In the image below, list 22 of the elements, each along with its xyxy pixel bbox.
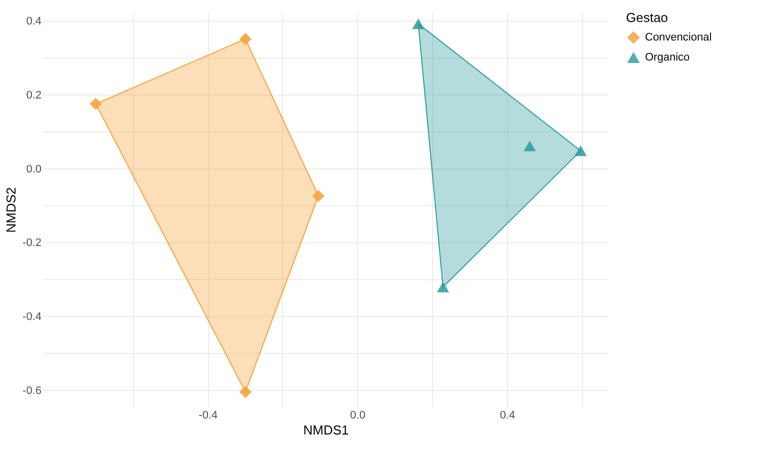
point xyxy=(436,282,450,292)
y-tick-label: 0.4 xyxy=(26,16,42,28)
legend-label: Organico xyxy=(645,52,690,64)
point xyxy=(239,386,252,398)
x-tick-label: 0.0 xyxy=(350,410,366,422)
legend-title: Gestao xyxy=(626,10,668,25)
y-tick-label: 0.0 xyxy=(26,163,42,176)
x-tick-label: 0.4 xyxy=(500,410,516,422)
x-axis-title: NMDS1 xyxy=(303,422,349,438)
y-axis-title: NMDS2 xyxy=(4,187,19,233)
point xyxy=(312,190,325,202)
x-tick-label: -0.4 xyxy=(198,410,218,422)
y-tick-label: -0.2 xyxy=(22,237,42,250)
y-tick-label: -0.4 xyxy=(22,311,42,324)
y-tick-label: -0.6 xyxy=(22,384,42,397)
point xyxy=(90,98,102,110)
y-tick-label: 0.2 xyxy=(26,90,42,102)
point xyxy=(412,18,424,30)
point xyxy=(239,32,252,46)
point xyxy=(574,146,587,156)
point xyxy=(524,140,536,152)
legend-label: Convencional xyxy=(645,32,712,44)
